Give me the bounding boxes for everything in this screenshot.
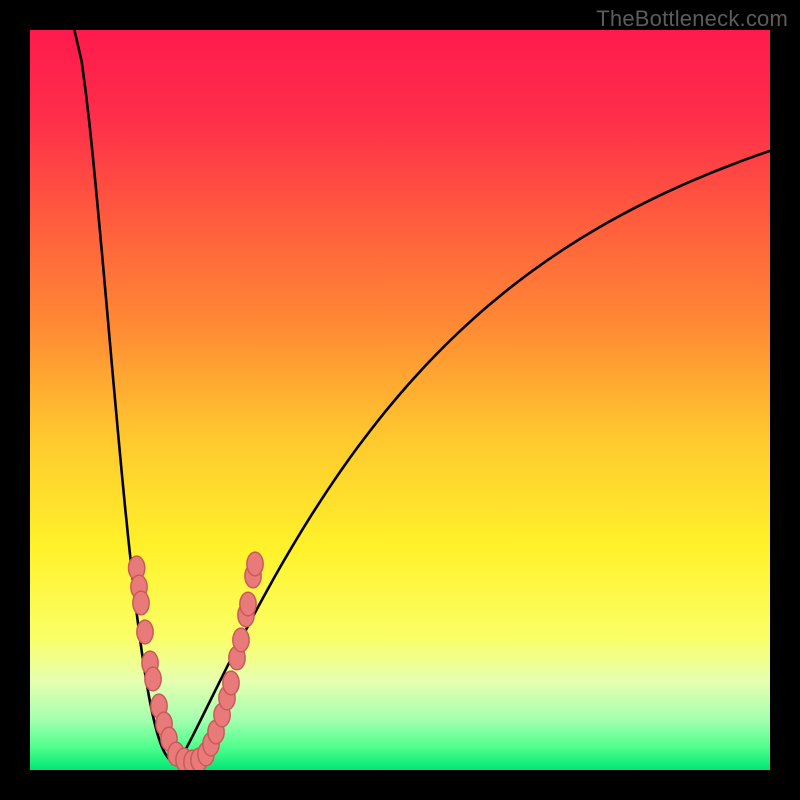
data-marker <box>223 671 239 695</box>
plot-svg <box>30 30 770 770</box>
data-marker <box>145 667 161 691</box>
data-marker <box>240 592 256 616</box>
data-marker <box>137 620 153 644</box>
watermark-text: TheBottleneck.com <box>596 6 788 32</box>
plot-area <box>30 30 770 770</box>
gradient-background <box>30 30 770 770</box>
data-marker <box>247 552 263 576</box>
data-marker <box>133 591 149 615</box>
chart-frame: TheBottleneck.com <box>0 0 800 800</box>
data-marker <box>233 628 249 652</box>
